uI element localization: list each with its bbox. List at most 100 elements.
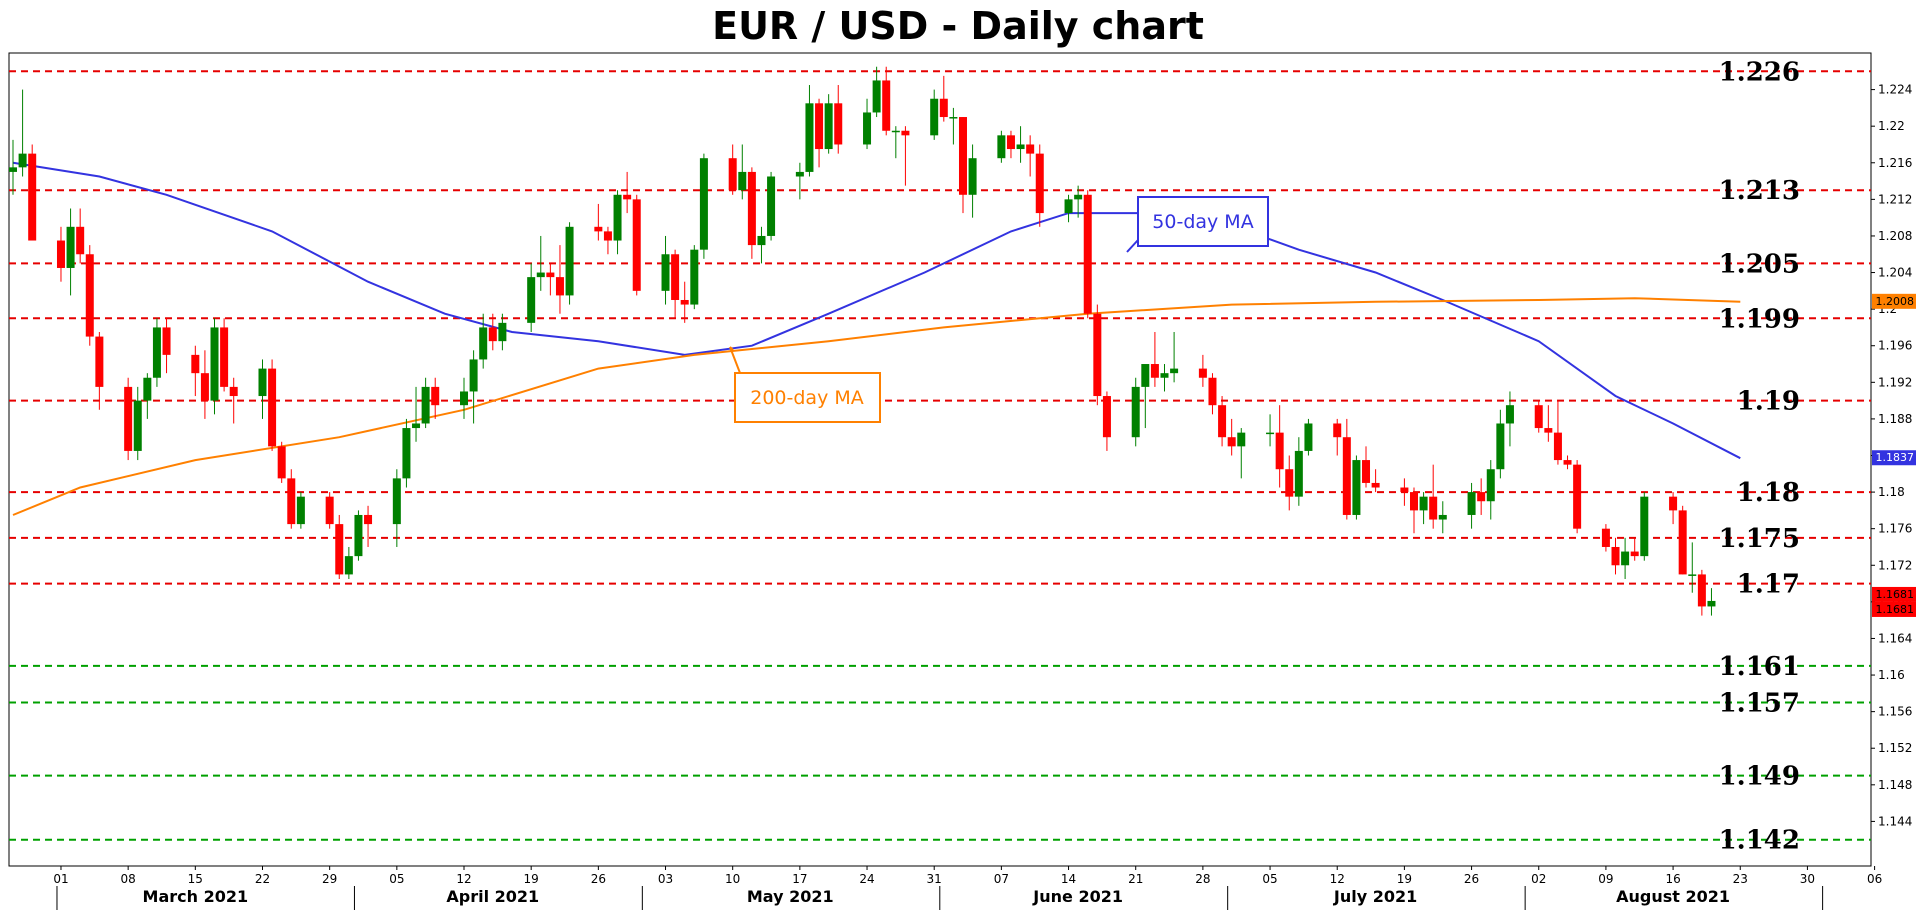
level-label: 1.142 — [1719, 826, 1800, 856]
candle-body — [891, 130, 900, 133]
x-tick-label: 26 — [591, 872, 606, 886]
candle-body — [402, 428, 411, 479]
candle-body — [1227, 437, 1236, 447]
y-tick-label: 1.152 — [1878, 741, 1912, 755]
y-tick-label: 1.172 — [1878, 558, 1912, 572]
candle-body — [1026, 144, 1035, 154]
candle-body — [872, 80, 881, 113]
x-tick-label: 17 — [792, 872, 807, 886]
candle-body — [555, 277, 564, 296]
chart-title: EUR / USD - Daily chart — [712, 4, 1204, 48]
candle-body — [469, 359, 478, 392]
x-tick-label: 16 — [1665, 872, 1680, 886]
candle-body — [1697, 574, 1706, 607]
candle-body — [1083, 194, 1092, 314]
month-label: August 2021 — [1616, 887, 1730, 906]
level-label: 1.175 — [1719, 524, 1800, 554]
candle-body — [949, 117, 958, 119]
y-tick-label: 1.18 — [1878, 485, 1905, 499]
candle-body — [680, 299, 689, 305]
x-tick-label: 15 — [188, 872, 203, 886]
candle-body — [1371, 482, 1380, 488]
ma50-callout-box — [1137, 196, 1269, 247]
x-tick-label: 14 — [1061, 872, 1076, 886]
candle-body — [603, 231, 612, 241]
candle-body — [124, 386, 133, 451]
y-tick-label: 1.148 — [1878, 778, 1912, 792]
candle-body — [1074, 194, 1083, 200]
candle-body — [1352, 460, 1361, 515]
candle-body — [1621, 551, 1630, 566]
x-tick-label: 21 — [1128, 872, 1143, 886]
candle-body — [1678, 510, 1687, 575]
candle-body — [805, 103, 814, 172]
y-tick-label: 1.188 — [1878, 412, 1912, 426]
level-label: 1.19 — [1737, 387, 1800, 417]
x-tick-label: 07 — [994, 872, 1009, 886]
x-axis: 01 08 15 22 29 05 12 19 26 03 10 17 24 31 07 14 21 28 05 12… — [53, 866, 1916, 910]
value-tag — [1872, 601, 1916, 617]
y-tick-label: 1.212 — [1878, 192, 1912, 206]
level-label: 1.161 — [1719, 652, 1800, 682]
candle-body — [958, 117, 967, 195]
x-tick-label: 02 — [1531, 872, 1546, 886]
moving-averages-layer — [12, 161, 1741, 516]
candle-body — [200, 373, 209, 401]
candle-body — [220, 327, 229, 387]
x-tick-label: 26 — [1464, 872, 1479, 886]
y-tick-label: 1.208 — [1878, 229, 1912, 243]
y-tick-label: 1.204 — [1878, 266, 1912, 280]
candle-body — [1611, 546, 1620, 566]
candle-body — [1294, 450, 1303, 497]
candle-body — [354, 514, 363, 557]
candle-body — [1573, 464, 1582, 529]
candle-body — [133, 400, 142, 451]
candle-body — [9, 167, 17, 172]
candle-body — [152, 327, 161, 378]
candle-body — [1486, 469, 1495, 502]
candle-body — [268, 368, 277, 447]
candle-body — [1064, 199, 1073, 214]
x-tick-label: 12 — [456, 872, 471, 886]
candle-body — [1141, 364, 1150, 387]
candle-body — [1505, 405, 1514, 424]
value-tag-label: 1.1837 — [1876, 451, 1915, 464]
level-label: 1.17 — [1737, 570, 1800, 600]
level-label: 1.199 — [1719, 304, 1800, 334]
month-label: April 2021 — [446, 887, 539, 906]
candle-body — [488, 327, 497, 342]
candle-body — [671, 254, 680, 300]
candle-body — [1342, 437, 1351, 515]
x-tick-label: 01 — [53, 872, 68, 886]
candle-body — [76, 226, 85, 255]
y-tick-label: 1.216 — [1878, 156, 1912, 170]
month-label: July 2021 — [1333, 887, 1417, 906]
candle-body — [191, 354, 200, 374]
x-tick-label: 22 — [255, 872, 270, 886]
y-tick-label: 1.22 — [1878, 119, 1905, 133]
candle-body — [1429, 496, 1438, 520]
ma200-callout-box — [734, 372, 881, 423]
candle-body — [1496, 423, 1505, 470]
candle-body — [56, 240, 65, 268]
candle-body — [1285, 469, 1294, 497]
ma200-callout-leader — [729, 346, 741, 374]
candle-body — [1218, 405, 1227, 438]
candle-body — [1131, 386, 1140, 438]
candle-body — [85, 254, 94, 337]
candle-body — [28, 153, 37, 241]
x-tick-label: 09 — [1598, 872, 1613, 886]
candle-body — [728, 158, 737, 191]
plot-area — [8, 52, 1872, 867]
value-tag-label: 1.2008 — [1876, 295, 1915, 308]
candle-body — [1237, 432, 1246, 447]
ma-line — [12, 297, 1741, 516]
level-label: 1.157 — [1719, 688, 1800, 718]
candle-body — [1006, 135, 1015, 150]
levels-layer: 1.226 1.213 1.205 1.199 1.19 1.18 1.175 1.17 1.1… — [9, 57, 1871, 856]
candle-body — [1601, 528, 1610, 547]
x-tick-label: 29 — [322, 872, 337, 886]
level-label: 1.149 — [1719, 762, 1800, 792]
candle-body — [498, 322, 507, 342]
x-tick-label: 05 — [1262, 872, 1277, 886]
